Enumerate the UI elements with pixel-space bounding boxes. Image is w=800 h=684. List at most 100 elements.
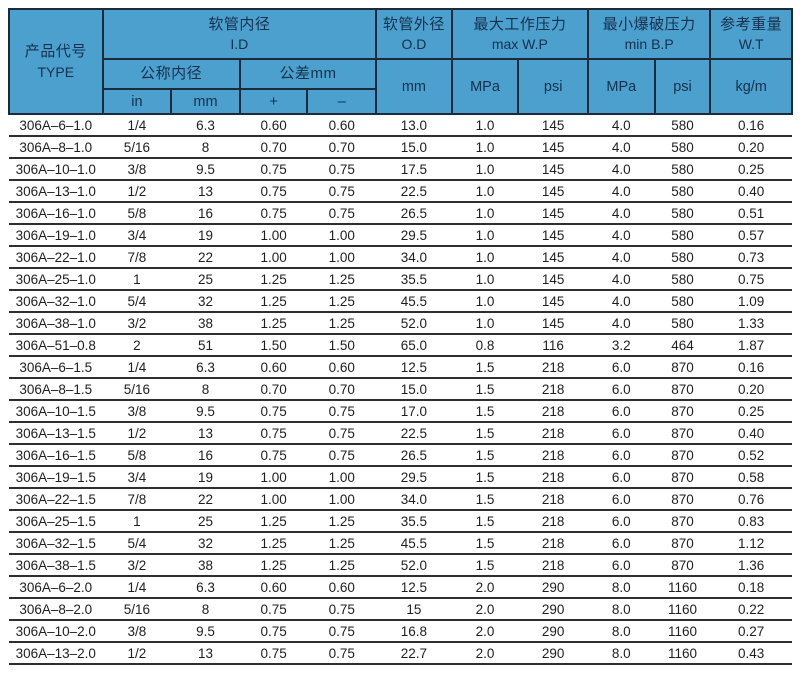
- table-cell: 464: [654, 334, 711, 357]
- table-cell: 1.0: [451, 290, 519, 313]
- cell-product-type: 306A–25–1.0: [9, 268, 103, 291]
- table-cell: 0.16: [710, 114, 792, 137]
- table-cell: 1.50: [239, 334, 308, 357]
- table-cell: 1.25: [239, 510, 308, 533]
- header-nominal-diameter-zh: 公称内径: [140, 64, 203, 82]
- table-cell: 0.20: [710, 136, 792, 159]
- table-row: 306A–10–1.0 3/8 9.5 0.75 0.75 17.5 1.0 145 4.0 58…: [9, 158, 792, 181]
- table-row: 306A–38–1.5 3/2 38 1.25 1.25 52.0 1.5 218 6.0 870…: [9, 554, 792, 577]
- table-cell: 1.0: [451, 158, 519, 181]
- table-cell: 0.75: [239, 422, 308, 445]
- table-cell: 0.70: [307, 136, 377, 159]
- header-product-type: 产品代号 TYPE: [8, 8, 104, 115]
- table-row: 306A–6–2.0 1/4 6.3 0.60 0.60 12.5 2.0 290 8.0 116…: [9, 576, 792, 599]
- table-row: 306A–8–1.0 5/16 8 0.70 0.70 15.0 1.0 145 4.0 580 0…: [9, 136, 792, 159]
- table-cell: 580: [654, 268, 711, 291]
- table-cell: 1.5: [451, 532, 519, 555]
- table-row: 306A–13–2.0 1/2 13 0.75 0.75 22.7 2.0 290 8.0 116…: [9, 642, 792, 665]
- table-cell: 1/2: [102, 422, 172, 445]
- table-cell: 13.0: [376, 114, 452, 137]
- header-wt-unit-kgm: kg/m: [709, 58, 793, 115]
- table-cell: 0.70: [239, 378, 308, 401]
- cell-product-type: 306A–51–0.8: [9, 334, 103, 357]
- table-cell: 16: [171, 444, 240, 467]
- table-cell: 1.5: [451, 488, 519, 511]
- table-cell: 145: [518, 224, 588, 247]
- table-cell: 1.87: [710, 334, 792, 357]
- table-row: 306A–6–1.0 1/4 6.3 0.60 0.60 13.0 1.0 145 4.0 580…: [9, 114, 792, 137]
- header-sub-in: in: [101, 88, 173, 115]
- table-cell: 1: [102, 268, 172, 291]
- cell-product-type: 306A–38–1.0: [9, 312, 103, 335]
- table-cell: 0.75: [239, 158, 308, 181]
- header-bp-unit-psi: psi: [653, 58, 712, 115]
- table-cell: 12.5: [376, 576, 452, 599]
- table-cell: 0.22: [710, 598, 792, 621]
- table-cell: 0.60: [307, 576, 377, 599]
- table-cell: 4.0: [587, 312, 655, 335]
- table-cell: 870: [654, 400, 711, 423]
- table-cell: 1.00: [307, 246, 377, 269]
- table-cell: 1.00: [307, 488, 377, 511]
- table-cell: 16: [171, 202, 240, 225]
- table-cell: 32: [171, 290, 240, 313]
- table-cell: 5/4: [102, 290, 172, 313]
- table-cell: 2.0: [451, 576, 519, 599]
- table-cell: 1.00: [239, 246, 308, 269]
- table-cell: 0.75: [307, 202, 377, 225]
- table-cell: 1.5: [451, 510, 519, 533]
- table-row: 306A–13–1.5 1/2 13 0.75 0.75 22.5 1.5 218 6.0 870…: [9, 422, 792, 445]
- table-cell: 35.5: [376, 510, 452, 533]
- table-cell: 7/8: [102, 246, 172, 269]
- table-cell: 3/4: [102, 224, 172, 247]
- table-body: 306A–6–1.0 1/4 6.3 0.60 0.60 13.0 1.0 145 4.0 580…: [9, 114, 792, 665]
- table-cell: 5/4: [102, 532, 172, 555]
- table-cell: 290: [518, 598, 588, 621]
- table-cell: 0.43: [710, 642, 792, 665]
- header-tolerance: 公差mm: [238, 58, 378, 90]
- table-cell: 6.0: [587, 488, 655, 511]
- header-sub-mm: mm: [170, 88, 241, 115]
- cell-product-type: 306A–6–1.0: [9, 114, 103, 137]
- table-cell: 0.75: [307, 642, 377, 665]
- table-cell: 6.0: [587, 378, 655, 401]
- table-cell: 1.25: [239, 290, 308, 313]
- cell-product-type: 306A–22–1.0: [9, 246, 103, 269]
- table-cell: 145: [518, 290, 588, 313]
- table-cell: 1.12: [710, 532, 792, 555]
- table-cell: 2: [102, 334, 172, 357]
- cell-product-type: 306A–32–1.5: [9, 532, 103, 555]
- table-cell: 0.75: [239, 620, 308, 643]
- header-wp-unit-psi: psi: [517, 58, 589, 115]
- table-cell: 116: [518, 334, 588, 357]
- header-min-burst-pressure-en: min B.P: [624, 36, 674, 53]
- header-outer-diameter-group: 软管外径 O.D: [375, 8, 453, 60]
- table-cell: 1.25: [307, 290, 377, 313]
- table-cell: 6.0: [587, 466, 655, 489]
- table-cell: 0.25: [710, 158, 792, 181]
- table-cell: 0.75: [307, 158, 377, 181]
- table-cell: 218: [518, 466, 588, 489]
- table-cell: 6.0: [587, 554, 655, 577]
- table-row: 306A–19–1.0 3/4 19 1.00 1.00 29.5 1.0 145 4.0 580…: [9, 224, 792, 247]
- header-outer-diameter-zh: 软管外径: [382, 15, 445, 33]
- cell-product-type: 306A–19–1.5: [9, 466, 103, 489]
- header-max-working-pressure-zh: 最大工作压力: [473, 15, 567, 33]
- header-product-type-zh: 产品代号: [24, 43, 87, 61]
- table-cell: 580: [654, 312, 711, 335]
- table-cell: 1.5: [451, 554, 519, 577]
- table-cell: 6.3: [171, 576, 240, 599]
- table-cell: 1.0: [451, 224, 519, 247]
- table-cell: 4.0: [587, 268, 655, 291]
- cell-product-type: 306A–38–1.5: [9, 554, 103, 577]
- table-cell: 26.5: [376, 202, 452, 225]
- table-cell: 580: [654, 136, 711, 159]
- table-row: 306A–51–0.8 2 51 1.50 1.50 65.0 0.8 116 3.2 464 1.…: [9, 334, 792, 357]
- table-cell: 6.0: [587, 444, 655, 467]
- table-cell: 15.0: [376, 136, 452, 159]
- cell-product-type: 306A–6–1.5: [9, 356, 103, 379]
- table-cell: 0.83: [710, 510, 792, 533]
- table-cell: 4.0: [587, 114, 655, 137]
- table-cell: 218: [518, 422, 588, 445]
